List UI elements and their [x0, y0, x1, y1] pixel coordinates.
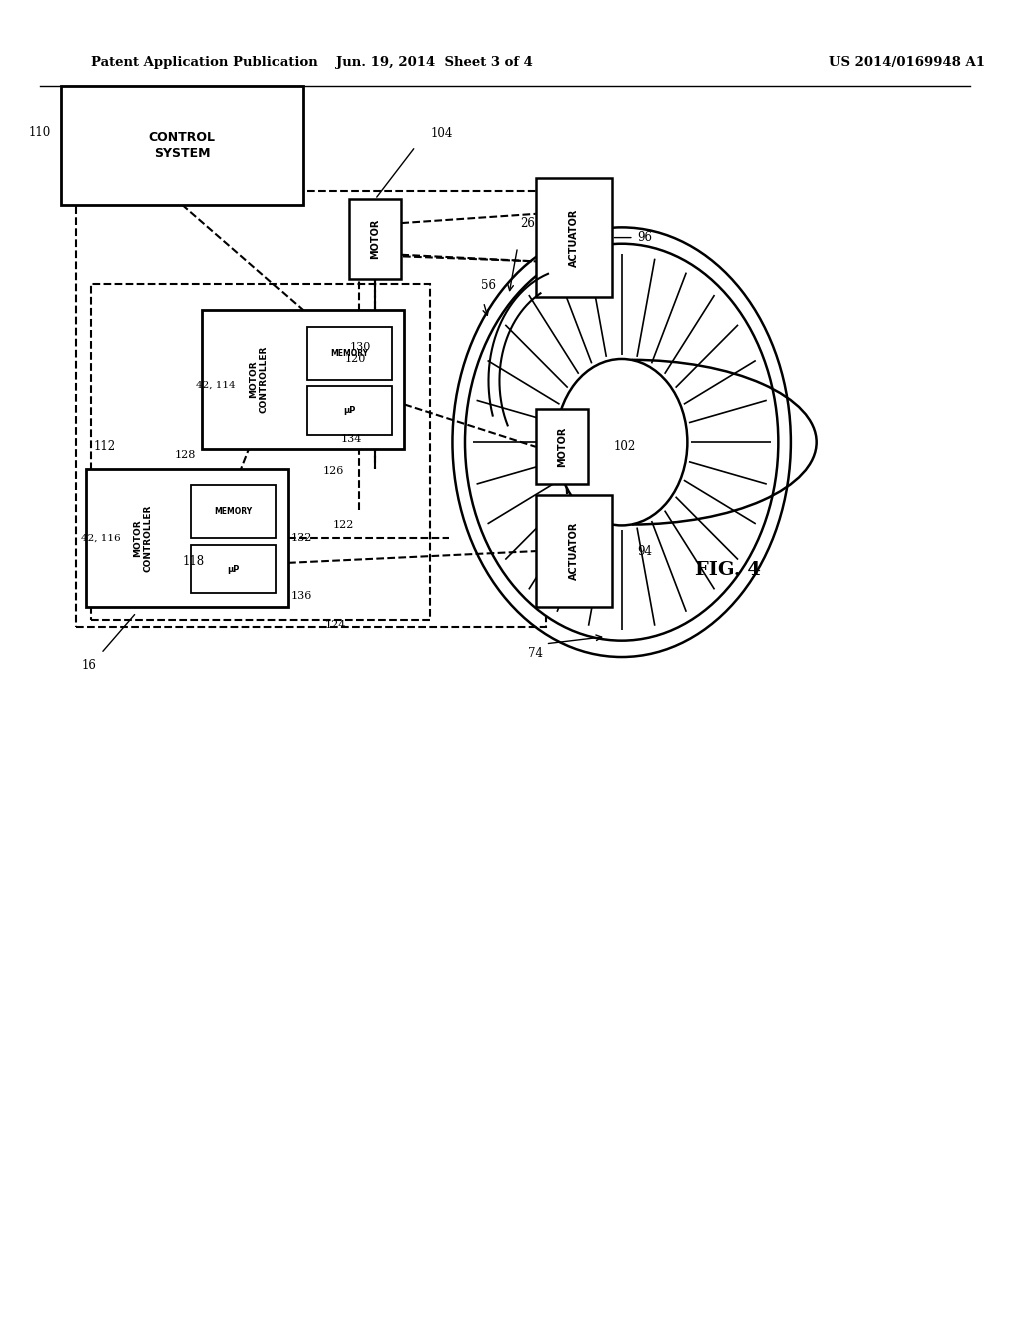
Bar [536, 178, 611, 297]
Bar [76, 191, 546, 627]
Text: μP: μP [227, 565, 240, 574]
Text: 126: 126 [323, 466, 344, 477]
Text: 26: 26 [520, 218, 536, 231]
Bar [536, 495, 611, 607]
Text: US 2014/0169948 A1: US 2014/0169948 A1 [828, 55, 985, 69]
Text: 130: 130 [349, 342, 371, 352]
Bar [536, 409, 589, 484]
Text: 42, 116: 42, 116 [81, 535, 121, 543]
Text: FIG. 4: FIG. 4 [695, 561, 761, 579]
Bar [349, 199, 401, 279]
Text: MOTOR: MOTOR [370, 219, 380, 259]
Text: 132: 132 [291, 533, 312, 544]
Text: 56: 56 [481, 279, 496, 292]
Text: Jun. 19, 2014  Sheet 3 of 4: Jun. 19, 2014 Sheet 3 of 4 [336, 55, 534, 69]
Bar [191, 486, 275, 539]
Text: 94: 94 [637, 545, 652, 557]
Text: 124: 124 [325, 620, 346, 631]
Text: ACTUATOR: ACTUATOR [568, 521, 579, 581]
Text: Patent Application Publication: Patent Application Publication [91, 55, 317, 69]
Text: 112: 112 [94, 440, 116, 453]
Text: 122: 122 [333, 520, 354, 531]
Text: 136: 136 [291, 591, 312, 602]
Text: 110: 110 [29, 125, 50, 139]
Text: 102: 102 [613, 441, 636, 453]
Bar [91, 284, 430, 620]
Text: μP: μP [344, 407, 356, 416]
Bar [86, 469, 288, 607]
Text: MEMORY: MEMORY [214, 507, 253, 516]
Text: 134: 134 [341, 434, 362, 445]
Text: MOTOR
CONTROLLER: MOTOR CONTROLLER [133, 504, 153, 572]
Text: MOTOR: MOTOR [557, 426, 567, 467]
Text: 42, 114: 42, 114 [197, 381, 236, 389]
Text: ACTUATOR: ACTUATOR [568, 209, 579, 267]
Text: 128: 128 [174, 450, 196, 461]
Bar [60, 86, 303, 205]
Text: 16: 16 [82, 659, 96, 672]
Ellipse shape [556, 359, 687, 525]
Text: 104: 104 [431, 127, 453, 140]
Text: 120: 120 [345, 354, 367, 364]
Text: CONTROL
SYSTEM: CONTROL SYSTEM [148, 131, 215, 160]
Bar [307, 387, 392, 436]
Text: 96: 96 [637, 231, 652, 244]
Text: MOTOR
CONTROLLER: MOTOR CONTROLLER [249, 346, 268, 413]
Ellipse shape [465, 244, 778, 640]
Bar [202, 310, 404, 449]
Text: MEMORY: MEMORY [331, 348, 369, 358]
Text: 118: 118 [183, 554, 205, 568]
Bar [307, 327, 392, 380]
Text: 74: 74 [528, 647, 543, 660]
Bar [191, 545, 275, 594]
